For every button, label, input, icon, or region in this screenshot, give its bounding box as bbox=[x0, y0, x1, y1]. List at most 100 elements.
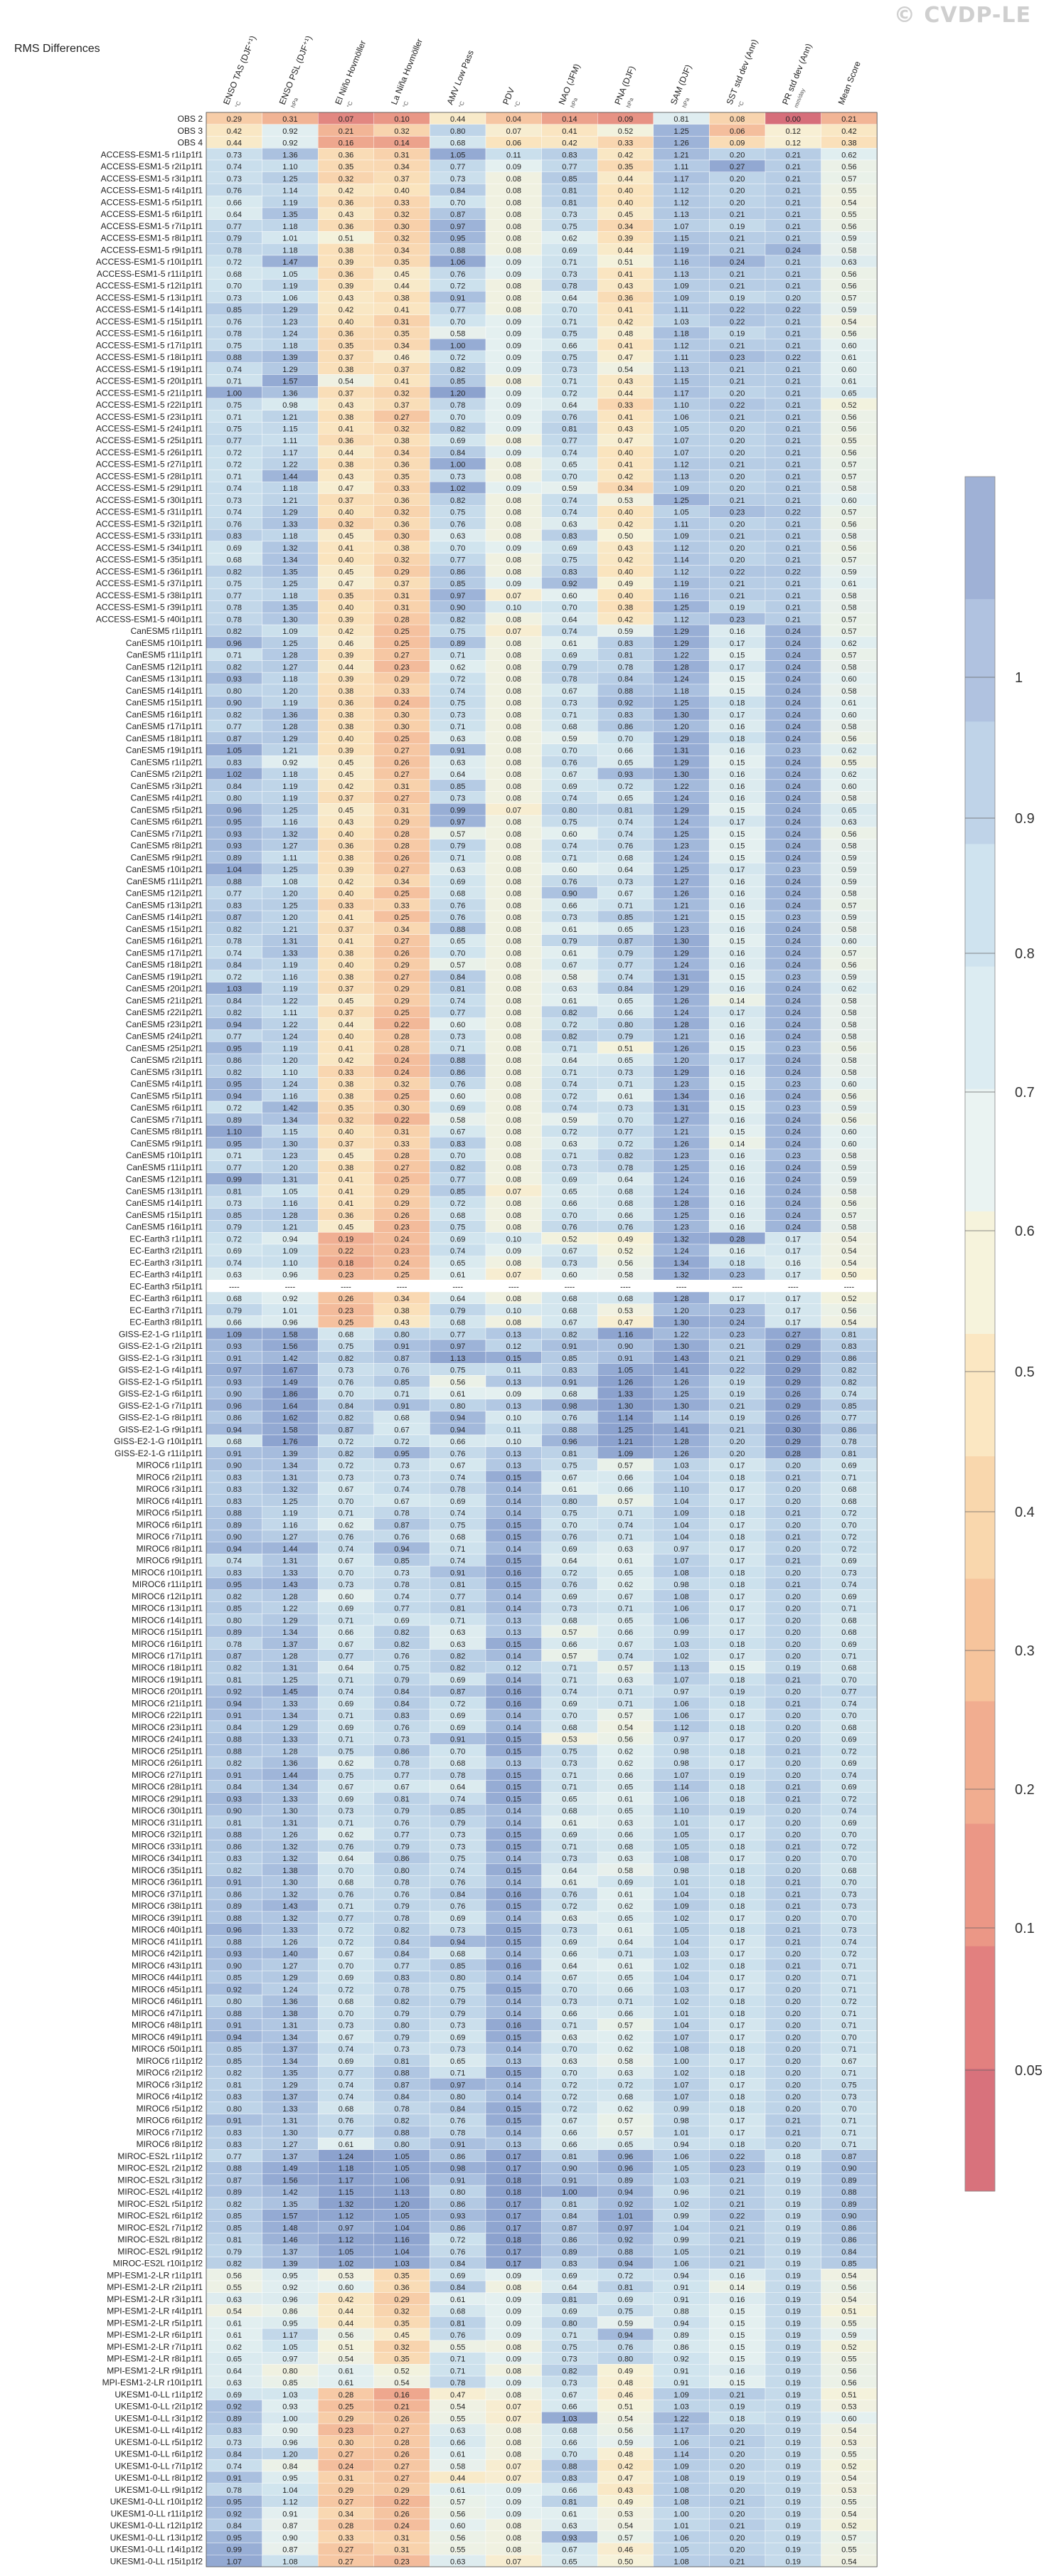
cell-value: 0.72 bbox=[227, 449, 242, 457]
cell-value: 0.53 bbox=[841, 2403, 856, 2412]
cell-value: 1.29 bbox=[282, 306, 297, 314]
cell-value: 0.59 bbox=[618, 627, 633, 636]
row-label: ACCESS-ESM1-5 r38i1p1f1 bbox=[96, 590, 203, 600]
cell-value: 0.71 bbox=[339, 1902, 353, 1911]
cell-value: 1.23 bbox=[282, 1152, 297, 1160]
cell-value: 0.21 bbox=[786, 198, 801, 207]
cell-value: 0.69 bbox=[394, 1616, 409, 1625]
cell-value: 0.67 bbox=[562, 1473, 577, 1482]
cell-value: 0.24 bbox=[786, 985, 801, 994]
cell-value: 0.26 bbox=[394, 1212, 409, 1220]
cell-value: 0.30 bbox=[394, 532, 409, 541]
cell-value: 0.18 bbox=[730, 1700, 745, 1708]
cell-value: 0.47 bbox=[618, 437, 633, 445]
cell-value: 0.19 bbox=[786, 2165, 801, 2173]
cell-value: 0.66 bbox=[562, 901, 577, 910]
cell-value: 0.32 bbox=[394, 509, 409, 517]
cell-value: 0.52 bbox=[618, 127, 633, 136]
cell-value: 0.21 bbox=[786, 1926, 801, 1935]
row-label: MIROC6 r42i1p1f1 bbox=[132, 1949, 203, 1958]
row-label: GISS-E2-1-G r9i1p1f1 bbox=[119, 1424, 203, 1434]
cell-value: 1.21 bbox=[282, 1224, 297, 1232]
cell-value: 0.19 bbox=[786, 2200, 801, 2209]
cell-value: 1.15 bbox=[673, 235, 688, 243]
row-label: EC-Earth3 r3i1p1f1 bbox=[129, 1258, 203, 1268]
cell-value: 0.20 bbox=[730, 472, 745, 481]
cell-value: 0.68 bbox=[227, 1438, 242, 1446]
cell-value: 1.21 bbox=[282, 747, 297, 756]
cell-value: 0.21 bbox=[730, 2236, 745, 2244]
cell-value: 0.34 bbox=[394, 246, 409, 255]
cell-value: 1.13 bbox=[673, 211, 688, 219]
cell-value: 0.99 bbox=[673, 2212, 688, 2221]
row-label: UKESM1-0-LL r5i1p1f2 bbox=[114, 2437, 203, 2447]
cell-value: 0.65 bbox=[618, 1056, 633, 1065]
cell-value: 1.09 bbox=[673, 484, 688, 493]
cell-value: 0.82 bbox=[227, 2260, 242, 2269]
cell-value: 0.74 bbox=[562, 497, 577, 505]
cell-value: 0.27 bbox=[394, 2474, 409, 2483]
cell-value: 0.77 bbox=[227, 890, 242, 899]
cell-value: 0.27 bbox=[394, 413, 409, 422]
cell-value: 0.35 bbox=[394, 330, 409, 339]
cell-value: 0.24 bbox=[786, 795, 801, 803]
cell-value: 1.28 bbox=[673, 663, 688, 672]
cell-value: 0.61 bbox=[562, 997, 577, 1005]
cell-value: 0.71 bbox=[841, 1962, 856, 1971]
cell-value: 0.59 bbox=[841, 878, 856, 886]
cell-value: 1.36 bbox=[282, 389, 297, 398]
row-label: CanESM5 r3i1p2f1 bbox=[131, 781, 203, 791]
cell-value: 1.17 bbox=[282, 2331, 297, 2340]
cell-value: 0.15 bbox=[506, 2069, 521, 2078]
cell-value: 0.08 bbox=[506, 1056, 521, 1065]
cell-value: 0.38 bbox=[339, 949, 353, 958]
cell-value: 0.74 bbox=[450, 997, 465, 1005]
cell-value: 0.08 bbox=[506, 2427, 521, 2435]
cell-value: 0.61 bbox=[562, 640, 577, 648]
cell-value: 0.81 bbox=[562, 1450, 577, 1458]
cell-value: 0.14 bbox=[730, 997, 745, 1005]
cell-value: 1.64 bbox=[282, 1402, 297, 1411]
cell-value: 0.38 bbox=[394, 437, 409, 445]
cell-value: 0.79 bbox=[562, 663, 577, 672]
cell-value: 1.33 bbox=[282, 1926, 297, 1935]
cell-value: 0.17 bbox=[730, 1485, 745, 1494]
cell-value: 0.27 bbox=[394, 973, 409, 982]
cell-value: 0.67 bbox=[618, 890, 633, 899]
cell-value: 0.91 bbox=[227, 1450, 242, 1458]
cell-value: 0.70 bbox=[841, 1855, 856, 1863]
cell-value: 0.74 bbox=[227, 366, 242, 374]
cell-value: 0.73 bbox=[394, 2045, 409, 2054]
cell-value: 0.75 bbox=[562, 1747, 577, 1756]
cell-value: 0.84 bbox=[450, 2105, 465, 2114]
cell-value: 0.09 bbox=[506, 2379, 521, 2387]
cell-value: 0.71 bbox=[450, 652, 465, 660]
cell-value: 0.26 bbox=[786, 1390, 801, 1399]
cell-value: 1.18 bbox=[339, 2165, 353, 2173]
cell-value: 1.12 bbox=[673, 187, 688, 196]
cell-value: 0.14 bbox=[506, 2010, 521, 2018]
cell-value: 0.69 bbox=[450, 1235, 465, 1244]
row-label: ACCESS-ESM1-5 r20i1p1f1 bbox=[96, 376, 203, 386]
cell-value: 0.17 bbox=[730, 1653, 745, 1661]
cell-value: 1.36 bbox=[282, 151, 297, 159]
cell-value: 0.14 bbox=[506, 1605, 521, 1613]
cell-value: 0.76 bbox=[339, 2117, 353, 2126]
cell-value: 1.37 bbox=[282, 1641, 297, 1649]
cell-value: 1.25 bbox=[282, 175, 297, 184]
cell-value: 0.82 bbox=[841, 1367, 856, 1375]
cell-value: 1.10 bbox=[282, 1259, 297, 1268]
cell-value: 0.22 bbox=[786, 509, 801, 517]
cell-value: 0.88 bbox=[562, 2462, 577, 2471]
cell-value: 0.74 bbox=[227, 1557, 242, 1566]
cell-value: 0.24 bbox=[786, 1224, 801, 1232]
row-label: CanESM5 r14i1p2f1 bbox=[126, 912, 203, 922]
cell-value: 1.19 bbox=[282, 699, 297, 708]
cell-value: 0.20 bbox=[786, 1855, 801, 1863]
cell-value: 1.34 bbox=[282, 1116, 297, 1125]
cell-value: 0.78 bbox=[227, 330, 242, 339]
cell-value: 0.06 bbox=[506, 139, 521, 148]
row-label: MIROC6 r4i1p1f1 bbox=[137, 1496, 203, 1506]
cell-value: 0.84 bbox=[227, 783, 242, 791]
